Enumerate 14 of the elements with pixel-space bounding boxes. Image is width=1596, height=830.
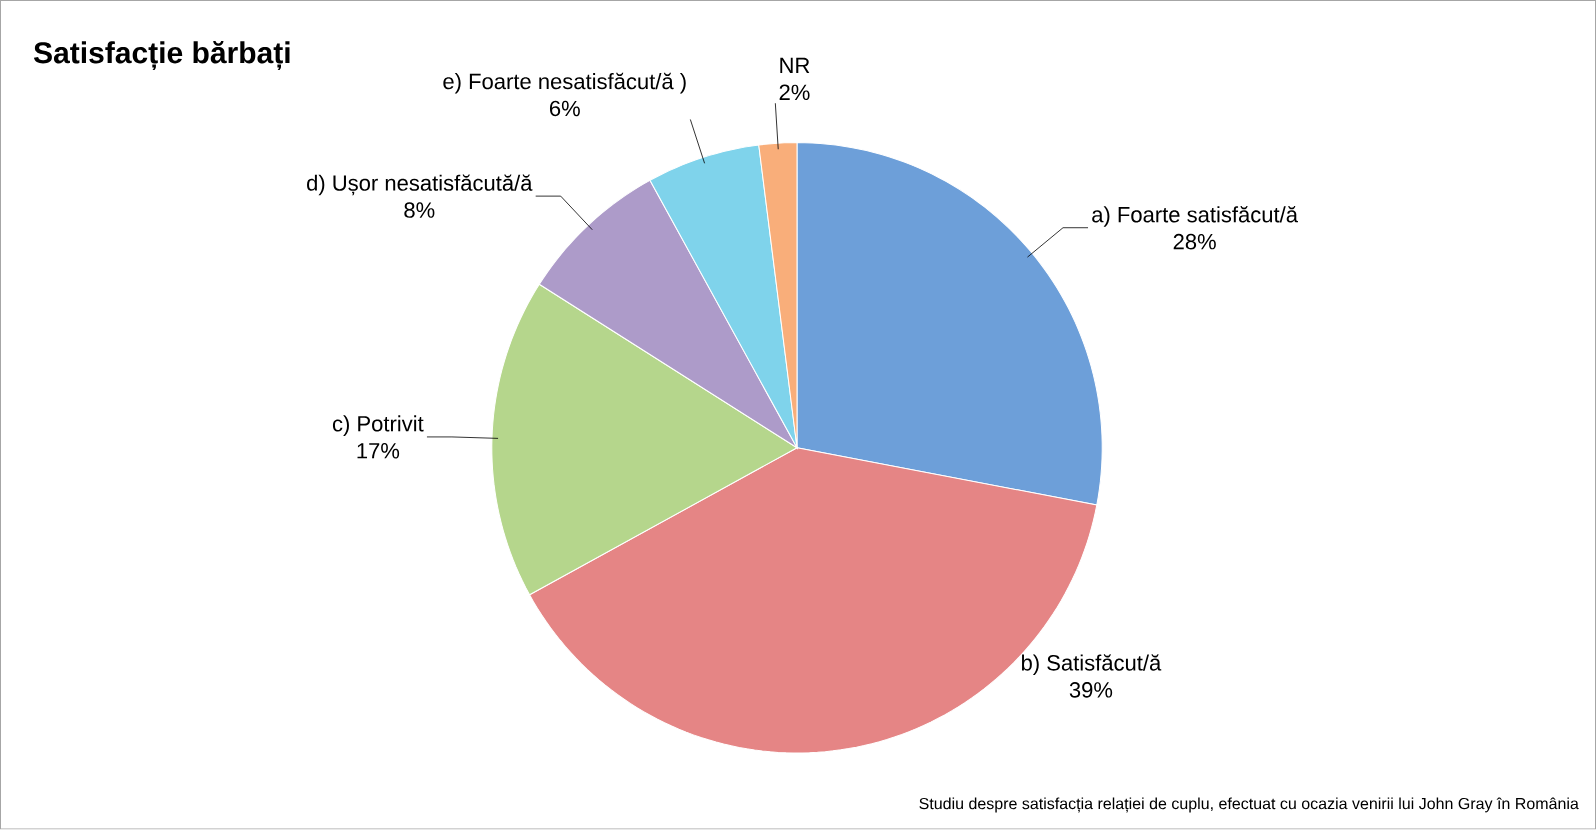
data-label: 8%: [404, 202, 435, 219]
data-label: 17%: [357, 443, 400, 459]
slice-label: a) Foarte satisfăcut/ă: [1092, 206, 1298, 228]
data-label: 28%: [1173, 234, 1216, 250]
data-label: 39%: [1069, 682, 1113, 698]
slice-label: d) Ușor nesatisfăcută/ă: [307, 174, 533, 196]
slice-label: e) Foarte nesatisfăcut/ă ): [443, 73, 686, 94]
slice-label: NR: [780, 57, 810, 74]
data-label: 2%: [779, 84, 810, 101]
text: Studiu despre satisfacția relației de cuplu, efectuat cu ocazia venirii lui John Gray în România: [919, 797, 1579, 813]
slice-label: b) Satisfăcut/ă: [1021, 654, 1162, 676]
slice-label: c) Potrivit: [332, 415, 424, 437]
chart-title: Satisfacție bărbați: [33, 41, 290, 71]
data-label: 6%: [549, 100, 580, 117]
